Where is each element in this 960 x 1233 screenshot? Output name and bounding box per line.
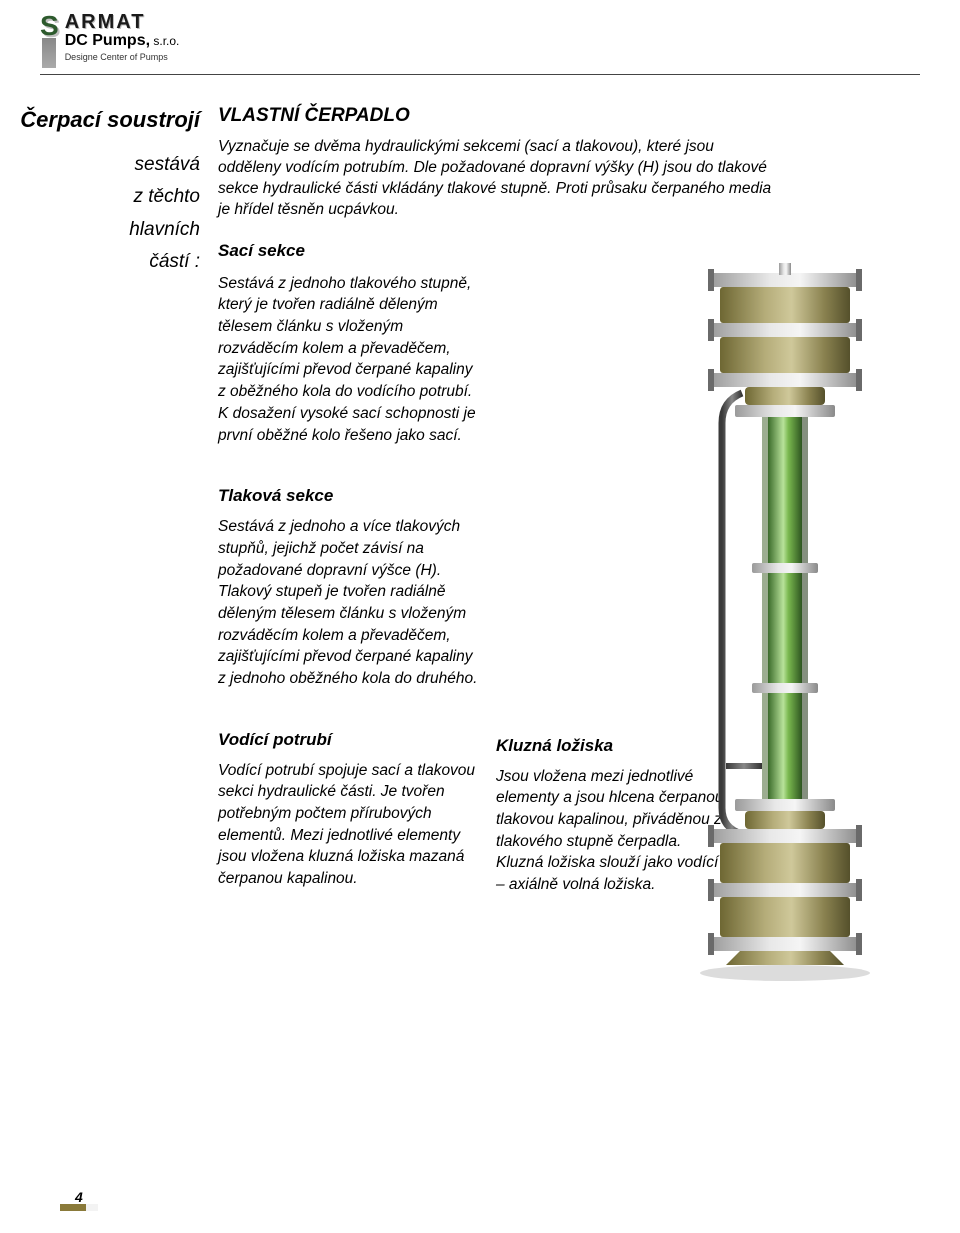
left-line-1: sestává (0, 149, 200, 181)
tlakova-body: Sestává z jednoho a více tlakových stupň… (218, 516, 478, 690)
intro-paragraph: Vyznačuje se dvěma hydraulickými sekcemi… (218, 137, 778, 221)
saci-body: Sestává z jednoho tlakového stupně, kter… (218, 273, 478, 447)
left-line-4: částí : (0, 246, 200, 278)
logo-mark: S (40, 12, 59, 68)
vodici-body: Vodící potrubí spojuje sací a tlakovou s… (218, 760, 478, 890)
pump-icon (42, 38, 56, 68)
page-header: S ARMAT DC Pumps, s.r.o. Designe Center … (0, 0, 960, 68)
page-number: 4 (75, 1189, 83, 1205)
page-content: Čerpací soustrojí sestává z těchto hlavn… (0, 75, 960, 896)
logo-letter: S (40, 12, 59, 40)
main-heading: VLASTNÍ ČERPADLO (218, 105, 920, 127)
left-line-2: z těchto (0, 181, 200, 213)
left-main-title: Čerpací soustrojí (0, 107, 200, 133)
pump-diagram (640, 263, 920, 983)
brand-name-top: ARMAT (65, 12, 180, 32)
pump-svg (640, 263, 920, 983)
brand-name-sub: DC Pumps, s.r.o. (65, 32, 180, 50)
saci-heading: Sací sekce (218, 241, 920, 261)
logo-text-block: ARMAT DC Pumps, s.r.o. Designe Center of… (65, 12, 180, 62)
right-column: VLASTNÍ ČERPADLO Vyznačuje se dvěma hydr… (218, 105, 920, 896)
brand-logo: S ARMAT DC Pumps, s.r.o. Designe Center … (40, 12, 960, 68)
brand-sub-suffix: s.r.o. (150, 34, 179, 48)
brand-tagline: Designe Center of Pumps (65, 52, 180, 62)
page-corner-tab (60, 1204, 98, 1211)
left-column: Čerpací soustrojí sestává z těchto hlavn… (0, 105, 218, 896)
vodici-column: Vodící potrubí Vodící potrubí spojuje sa… (218, 730, 478, 896)
brand-sub: DC Pumps, (65, 32, 150, 49)
vodici-heading: Vodící potrubí (218, 730, 478, 750)
left-line-3: hlavních (0, 214, 200, 246)
